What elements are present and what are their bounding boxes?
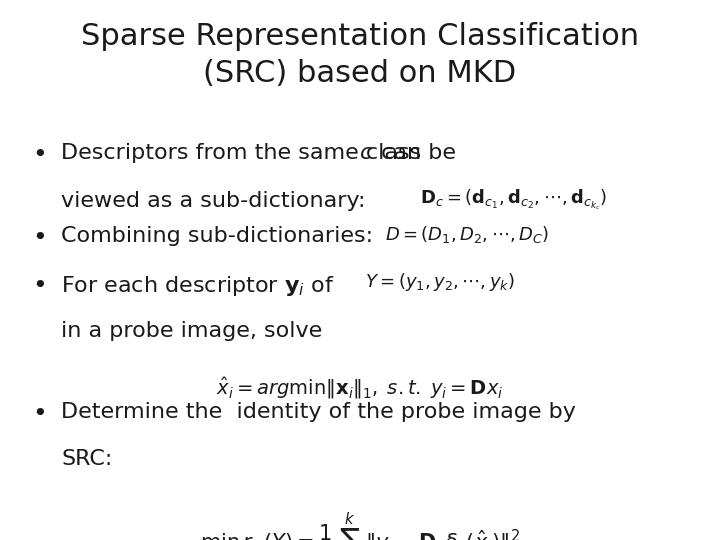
Text: can be: can be — [374, 143, 456, 163]
Text: For each descriptor $\mathbf{y}_i$ of: For each descriptor $\mathbf{y}_i$ of — [61, 274, 335, 298]
Text: $\hat{x}_i = \mathit{arg}\min \|\mathbf{x}_i\|_1, \; \mathit{s.t.} \; y_i = \mat: $\hat{x}_i = \mathit{arg}\min \|\mathbf{… — [216, 375, 504, 401]
Text: Descriptors from the same class: Descriptors from the same class — [61, 143, 428, 163]
Text: c: c — [360, 143, 372, 163]
Text: •: • — [32, 143, 47, 167]
Text: $\min_c \, r_c(Y) = \dfrac{1}{k}\sum_{i=1}^{k} \|y_i - \mathbf{D}_c\delta_c(\hat: $\min_c \, r_c(Y) = \dfrac{1}{k}\sum_{i=… — [200, 511, 520, 540]
Text: Combining sub-dictionaries:: Combining sub-dictionaries: — [61, 226, 374, 246]
Text: •: • — [32, 226, 47, 249]
Text: $D = (D_1, D_2, \cdots, D_C)$: $D = (D_1, D_2, \cdots, D_C)$ — [385, 224, 549, 245]
Text: $\mathbf{D}_c = (\mathbf{d}_{c_1}, \mathbf{d}_{c_2}, \cdots, \mathbf{d}_{c_{k_c}: $\mathbf{D}_c = (\mathbf{d}_{c_1}, \math… — [420, 188, 607, 212]
Text: in a probe image, solve: in a probe image, solve — [61, 321, 323, 341]
Text: SRC:: SRC: — [61, 449, 112, 469]
Text: $Y = (y_1, y_2, \cdots, y_k)$: $Y = (y_1, y_2, \cdots, y_k)$ — [365, 271, 515, 293]
Text: Sparse Representation Classification
(SRC) based on MKD: Sparse Representation Classification (SR… — [81, 22, 639, 87]
Text: •: • — [32, 274, 47, 298]
Text: Determine the  identity of the probe image by: Determine the identity of the probe imag… — [61, 402, 576, 422]
Text: viewed as a sub-dictionary:: viewed as a sub-dictionary: — [61, 191, 366, 211]
Text: •: • — [32, 402, 47, 426]
